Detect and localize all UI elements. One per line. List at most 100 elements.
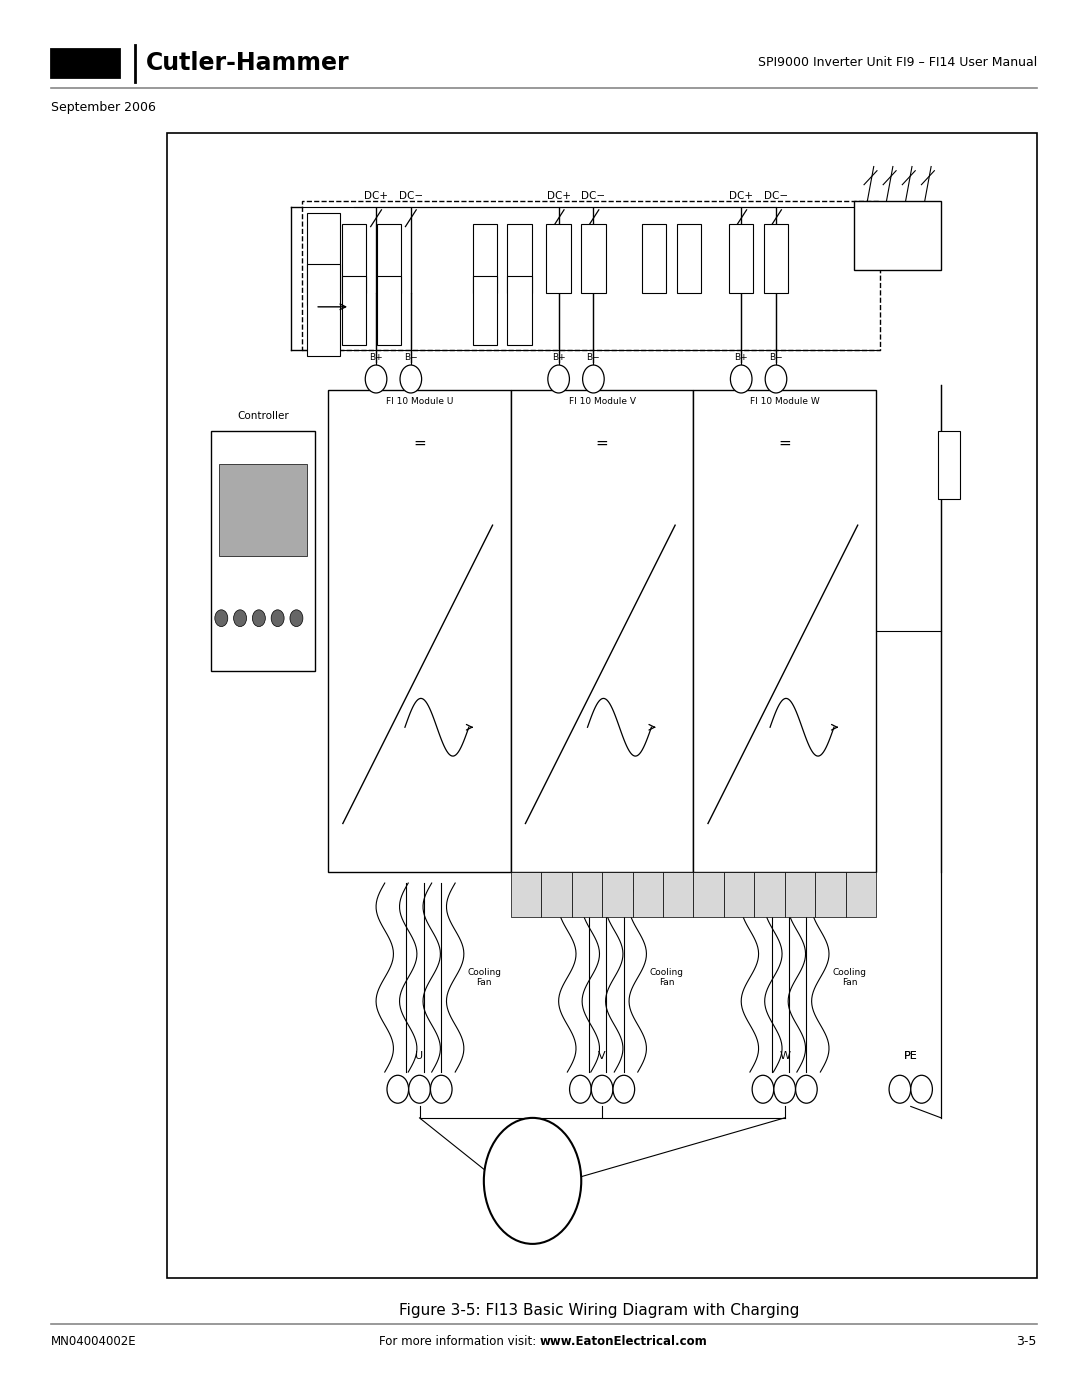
- Text: MN04004002E: MN04004002E: [51, 1334, 136, 1348]
- Text: Cooling
Fan: Cooling Fan: [468, 968, 501, 988]
- Bar: [663, 872, 693, 918]
- Bar: [724, 872, 754, 918]
- Bar: [546, 225, 571, 293]
- Text: E: E: [54, 54, 66, 71]
- Text: W: W: [779, 1051, 791, 1060]
- Bar: [473, 277, 497, 345]
- Text: DC−: DC−: [399, 191, 423, 201]
- Text: Cutler-Hammer: Cutler-Hammer: [146, 50, 350, 75]
- Text: V: V: [598, 1051, 606, 1060]
- Text: FI 10 Module U: FI 10 Module U: [386, 398, 454, 407]
- Circle shape: [910, 1076, 932, 1104]
- Bar: [377, 225, 402, 293]
- Circle shape: [582, 365, 604, 393]
- Text: Cooling
Fan: Cooling Fan: [833, 968, 866, 988]
- Bar: [51, 49, 119, 77]
- Circle shape: [569, 1076, 591, 1104]
- Circle shape: [796, 1076, 818, 1104]
- Bar: [571, 872, 603, 918]
- Circle shape: [365, 365, 387, 393]
- Bar: [342, 225, 366, 293]
- Text: H900: H900: [615, 888, 620, 901]
- Text: B−: B−: [586, 353, 600, 362]
- Text: FI 10 Module W: FI 10 Module W: [750, 398, 820, 407]
- Text: X10: X10: [524, 890, 528, 900]
- Text: M: M: [525, 1172, 540, 1190]
- Text: =: =: [414, 436, 426, 451]
- Circle shape: [215, 610, 228, 627]
- Bar: [643, 225, 666, 293]
- Circle shape: [889, 1076, 910, 1104]
- Text: X15: X15: [676, 890, 680, 900]
- Text: B−: B−: [769, 353, 783, 362]
- Text: N: N: [91, 54, 106, 71]
- Bar: [211, 430, 315, 671]
- Text: www.EatonElectrical.com: www.EatonElectrical.com: [540, 1334, 707, 1348]
- Circle shape: [431, 1076, 453, 1104]
- Text: H1-7: H1-7: [554, 888, 559, 901]
- Circle shape: [289, 610, 302, 627]
- Text: PE: PE: [904, 1051, 918, 1060]
- Bar: [508, 225, 531, 293]
- Text: X10: X10: [706, 890, 711, 900]
- Bar: [754, 872, 785, 918]
- Text: T: T: [72, 54, 84, 71]
- Text: X15: X15: [859, 890, 863, 900]
- Bar: [846, 872, 876, 918]
- Bar: [508, 277, 531, 345]
- Text: U: U: [416, 1051, 423, 1060]
- Bar: [677, 225, 701, 293]
- Text: External
Supply: External Supply: [879, 226, 917, 246]
- Bar: [815, 872, 846, 918]
- Text: H903: H903: [584, 888, 590, 901]
- Circle shape: [752, 1076, 773, 1104]
- Text: 3-5: 3-5: [1016, 1334, 1037, 1348]
- Text: H900: H900: [797, 888, 802, 901]
- Circle shape: [774, 1076, 796, 1104]
- Text: DC−: DC−: [581, 191, 606, 201]
- Bar: [764, 225, 788, 293]
- Text: =: =: [596, 436, 608, 451]
- Text: B−: B−: [404, 353, 418, 362]
- Circle shape: [730, 365, 752, 393]
- Text: ·: ·: [83, 54, 90, 71]
- Text: ·: ·: [65, 54, 71, 71]
- Circle shape: [233, 610, 246, 627]
- Text: DC−: DC−: [764, 191, 788, 201]
- Bar: [302, 201, 880, 351]
- Bar: [377, 277, 402, 345]
- Text: For more information visit:: For more information visit:: [379, 1334, 540, 1348]
- Circle shape: [400, 365, 421, 393]
- Bar: [307, 264, 339, 356]
- Text: X9: X9: [827, 891, 833, 898]
- Circle shape: [592, 1076, 613, 1104]
- Bar: [581, 225, 606, 293]
- Bar: [854, 201, 941, 270]
- Text: B+: B+: [369, 353, 383, 362]
- Bar: [541, 872, 571, 918]
- Text: X9: X9: [645, 891, 650, 898]
- Text: September 2006: September 2006: [51, 101, 156, 113]
- Circle shape: [253, 610, 266, 627]
- Bar: [937, 430, 959, 499]
- Text: H903: H903: [767, 888, 772, 901]
- Bar: [511, 872, 541, 918]
- Circle shape: [548, 365, 569, 393]
- Text: DC+: DC+: [729, 191, 753, 201]
- Bar: [785, 872, 815, 918]
- Bar: [729, 225, 754, 293]
- Bar: [693, 390, 876, 872]
- Circle shape: [408, 1076, 430, 1104]
- Circle shape: [765, 365, 786, 393]
- Text: PE: PE: [904, 1051, 918, 1060]
- Text: B+: B+: [734, 353, 748, 362]
- Circle shape: [484, 1118, 581, 1243]
- Circle shape: [271, 610, 284, 627]
- Bar: [167, 133, 1037, 1278]
- Text: Cooling
Fan: Cooling Fan: [650, 968, 684, 988]
- Bar: [473, 225, 497, 293]
- Text: =: =: [779, 436, 791, 451]
- Text: DC+: DC+: [546, 191, 570, 201]
- Bar: [511, 390, 693, 872]
- Text: Figure 3-5: FI13 Basic Wiring Diagram with Charging: Figure 3-5: FI13 Basic Wiring Diagram wi…: [400, 1303, 799, 1319]
